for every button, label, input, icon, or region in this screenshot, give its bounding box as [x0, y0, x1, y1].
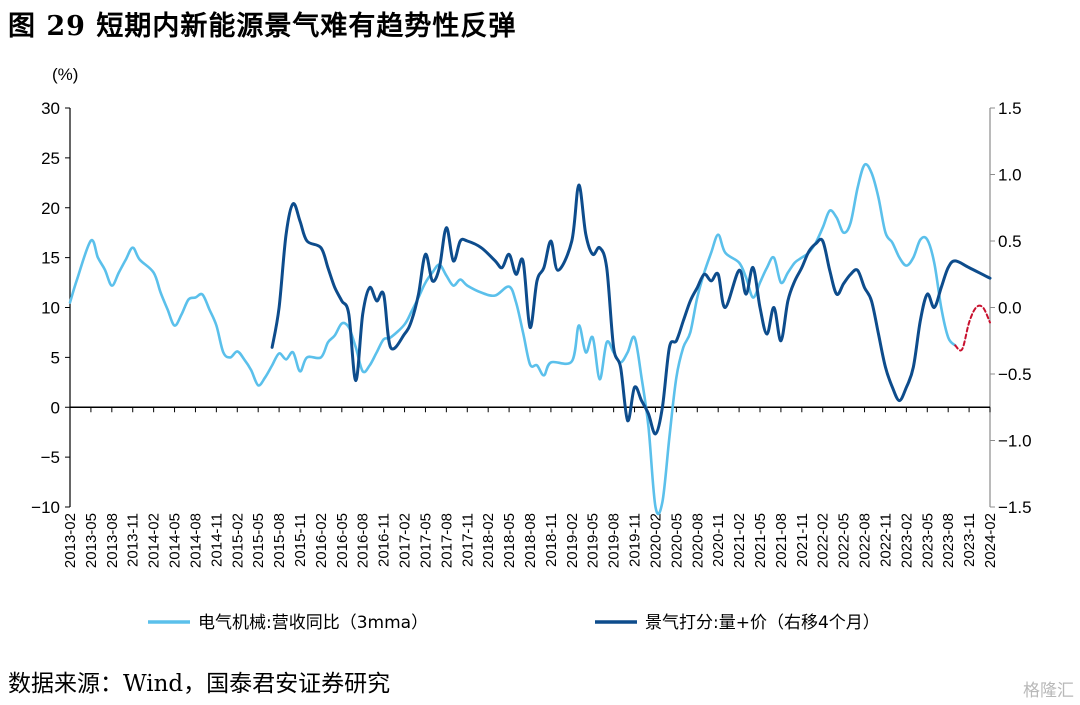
x-tick-label: 2015-05 [250, 513, 267, 568]
right-tick-label: 0.5 [998, 232, 1022, 251]
left-tick-label: 25 [41, 149, 60, 168]
x-tick-label: 2019-05 [585, 513, 602, 568]
x-tick-label: 2016-11 [376, 513, 393, 567]
left-tick-label: −5 [41, 448, 60, 467]
right-tick-label: 0.0 [998, 299, 1022, 318]
chart-title: 图 29 短期内新能源景气难有趋势性反弹 [8, 11, 517, 42]
x-tick-label: 2013-08 [104, 513, 121, 568]
x-tick-label: 2021-08 [773, 513, 790, 568]
right-tick-label: 1.0 [998, 166, 1022, 185]
x-tick-label: 2022-05 [836, 513, 853, 568]
left-tick-label: 0 [51, 398, 60, 417]
x-tick-label: 2021-11 [794, 513, 811, 567]
x-tick-label: 2018-05 [501, 513, 518, 568]
x-tick-label: 2013-02 [62, 513, 79, 568]
x-tick-label: 2019-11 [627, 513, 644, 567]
series-line-3 [954, 304, 991, 352]
left-tick-label: −10 [31, 498, 60, 517]
x-tick-label: 2017-08 [438, 513, 455, 568]
right-tick-label: −1.0 [998, 432, 1032, 451]
watermark: 格隆汇 [1023, 681, 1074, 701]
left-tick-label: 15 [41, 249, 60, 268]
source-note: 数据来源：Wind，国泰君安证券研究 [8, 671, 391, 697]
x-tick-label: 2015-11 [292, 513, 309, 567]
chart: 30 25 20 15 10 5 0 −5 −10 (%) 1.5 1.0 0.5 0.0 −0.5 −1.0… [31, 65, 1031, 633]
tick-labels: 30 25 20 15 10 5 0 −5 −10 (%) 1.5 1.0 0.5 0.0 −0.5 −1.0… [31, 65, 1031, 568]
series-lines [68, 163, 992, 516]
x-tick-label: 2023-08 [940, 513, 957, 568]
x-tick-label: 2021-02 [731, 513, 748, 568]
right-tick-label: −1.5 [998, 498, 1032, 517]
x-tick-label: 2018-11 [543, 513, 560, 567]
x-tick-label: 2017-05 [417, 513, 434, 568]
legend-label: 景气打分:量+价（右移4个月） [645, 613, 880, 633]
legend-label: 电气机械:营收同比（3mma） [198, 613, 428, 633]
x-tick-label: 2023-11 [961, 513, 978, 567]
x-tick-label: 2019-02 [564, 513, 581, 568]
x-tick-label: 2020-11 [710, 513, 727, 567]
x-tick-label: 2022-02 [815, 513, 832, 568]
x-tick-label: 2023-05 [919, 513, 936, 568]
x-tick-label: 2014-05 [167, 513, 184, 568]
x-tick-label: 2014-08 [187, 513, 204, 568]
right-tick-label: 1.5 [998, 99, 1022, 118]
series-line-1 [68, 163, 957, 516]
unit-label: (%) [52, 65, 78, 84]
left-tick-label: 10 [41, 299, 60, 318]
x-tick-label: 2014-11 [208, 513, 225, 567]
x-tick-label: 2021-05 [752, 513, 769, 568]
x-tick-label: 2018-02 [480, 513, 497, 568]
left-tick-label: 5 [51, 348, 60, 367]
x-tick-label: 2020-05 [668, 513, 685, 568]
right-tick-label: −0.5 [998, 365, 1032, 384]
x-tick-label: 2016-05 [334, 513, 351, 568]
x-tick-label: 2017-02 [397, 513, 414, 568]
legend: 电气机械:营收同比（3mma） 景气打分:量+价（右移4个月） [148, 613, 880, 633]
axes [65, 107, 995, 508]
x-tick-label: 2016-08 [355, 513, 372, 568]
x-tick-label: 2024-02 [982, 513, 999, 568]
x-tick-label: 2020-02 [647, 513, 664, 568]
series-line-2 [270, 183, 992, 436]
x-tick-label: 2019-08 [606, 513, 623, 568]
x-tick-label: 2013-11 [125, 513, 142, 567]
x-tick-label: 2014-02 [146, 513, 163, 568]
x-tick-label: 2015-02 [229, 513, 246, 568]
x-tick-label: 2015-08 [271, 513, 288, 568]
x-tick-label: 2016-02 [313, 513, 330, 568]
x-tick-label: 2020-08 [689, 513, 706, 568]
x-tick-label: 2022-11 [877, 513, 894, 567]
x-tick-label: 2013-05 [83, 513, 100, 568]
left-tick-label: 20 [41, 199, 60, 218]
x-tick-label: 2017-11 [459, 513, 476, 567]
x-tick-label: 2022-08 [857, 513, 874, 568]
left-tick-label: 30 [41, 99, 60, 118]
x-tick-label: 2023-02 [898, 513, 915, 568]
x-tick-label: 2018-08 [522, 513, 539, 568]
